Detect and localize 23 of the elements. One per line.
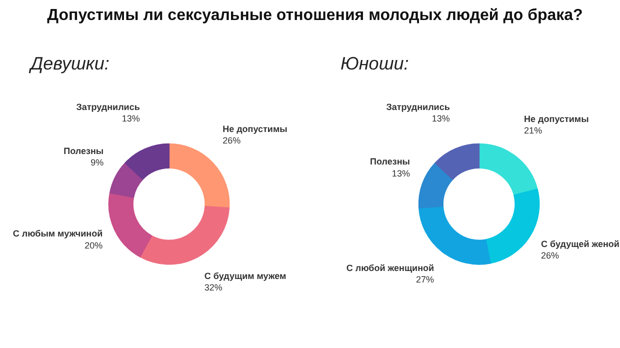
- slice-label: Не допустимы: [524, 114, 590, 124]
- chart-title: Допустимы ли сексуальные отношения молодых людей до брака?: [47, 6, 583, 26]
- data-label: 9%: [90, 157, 104, 168]
- slice-label: Затруднились: [386, 102, 450, 112]
- slice-label: Полезны: [370, 156, 410, 167]
- data-label: 13%: [392, 168, 410, 178]
- data-label: 32%: [204, 282, 222, 293]
- chart-subtitle: Юноши:: [340, 54, 409, 74]
- slice-label: Не допустимы: [222, 124, 288, 134]
- slice-label: Полезны: [64, 146, 104, 156]
- slice-label: С любой женщиной: [346, 263, 434, 274]
- data-label: 26%: [541, 250, 560, 261]
- data-label: 21%: [524, 126, 542, 136]
- slice-label: С будущим мужем: [204, 271, 287, 282]
- slice-label: С любым мужчиной: [12, 228, 103, 239]
- data-label: 20%: [84, 240, 103, 250]
- data-label: 26%: [222, 136, 241, 146]
- slice-label: Затруднились: [76, 102, 140, 112]
- data-label: 13%: [432, 114, 450, 124]
- data-label: 13%: [122, 114, 140, 124]
- slice-label: С будущей женой: [541, 239, 620, 250]
- data-label: 27%: [416, 274, 434, 285]
- chart-subtitle: Девушки:: [28, 54, 110, 74]
